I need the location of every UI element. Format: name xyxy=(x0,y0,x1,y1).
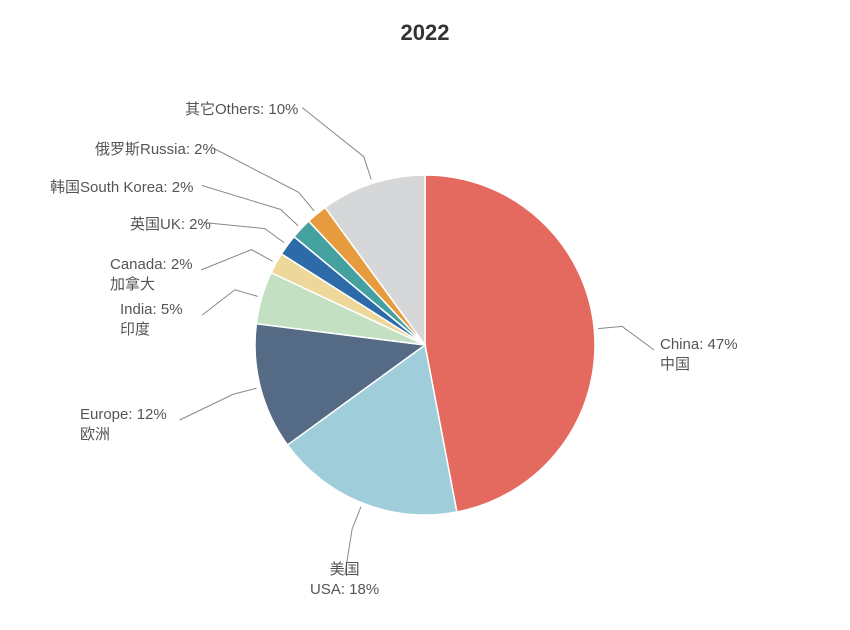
slice-label-line1: 美国 xyxy=(310,560,379,580)
slice-label-canada: Canada: 2%加拿大 xyxy=(110,255,193,294)
leader-line-europe xyxy=(180,388,257,420)
leader-line-russia xyxy=(212,148,314,211)
leader-line-canada xyxy=(201,250,273,270)
slice-label-line1: Canada: 2% xyxy=(110,255,193,275)
leader-line-others xyxy=(302,108,371,180)
slice-label-line2: 加拿大 xyxy=(110,275,193,295)
slice-label-uk: 英国UK: 2% xyxy=(130,215,211,235)
leader-line-uk xyxy=(204,223,285,243)
slice-label-line1: India: 5% xyxy=(120,300,183,320)
leader-line-india xyxy=(202,290,258,315)
slice-label-line1: 俄罗斯Russia: 2% xyxy=(95,140,216,160)
chart-title: 2022 xyxy=(0,20,850,46)
slice-label-others: 其它Others: 10% xyxy=(185,100,298,120)
slice-label-china: China: 47%中国 xyxy=(660,335,738,374)
leader-line-skorea xyxy=(202,186,298,226)
pie-slice-china xyxy=(425,175,595,512)
slice-label-line1: 韩国South Korea: 2% xyxy=(50,178,193,198)
slice-label-line1: Europe: 12% xyxy=(80,405,167,425)
slice-label-skorea: 韩国South Korea: 2% xyxy=(50,178,193,198)
slice-label-europe: Europe: 12%欧洲 xyxy=(80,405,167,444)
slice-label-line2: USA: 18% xyxy=(310,580,379,600)
slice-label-line2: 中国 xyxy=(660,355,738,375)
slice-label-usa: 美国USA: 18% xyxy=(310,560,379,599)
leader-line-china xyxy=(598,326,654,350)
slice-label-line2: 欧洲 xyxy=(80,425,167,445)
slice-label-russia: 俄罗斯Russia: 2% xyxy=(95,140,216,160)
slice-label-line1: China: 47% xyxy=(660,335,738,355)
slice-label-line1: 其它Others: 10% xyxy=(185,100,298,120)
slice-label-india: India: 5%印度 xyxy=(120,300,183,339)
slice-label-line2: 印度 xyxy=(120,320,183,340)
slice-label-line1: 英国UK: 2% xyxy=(130,215,211,235)
